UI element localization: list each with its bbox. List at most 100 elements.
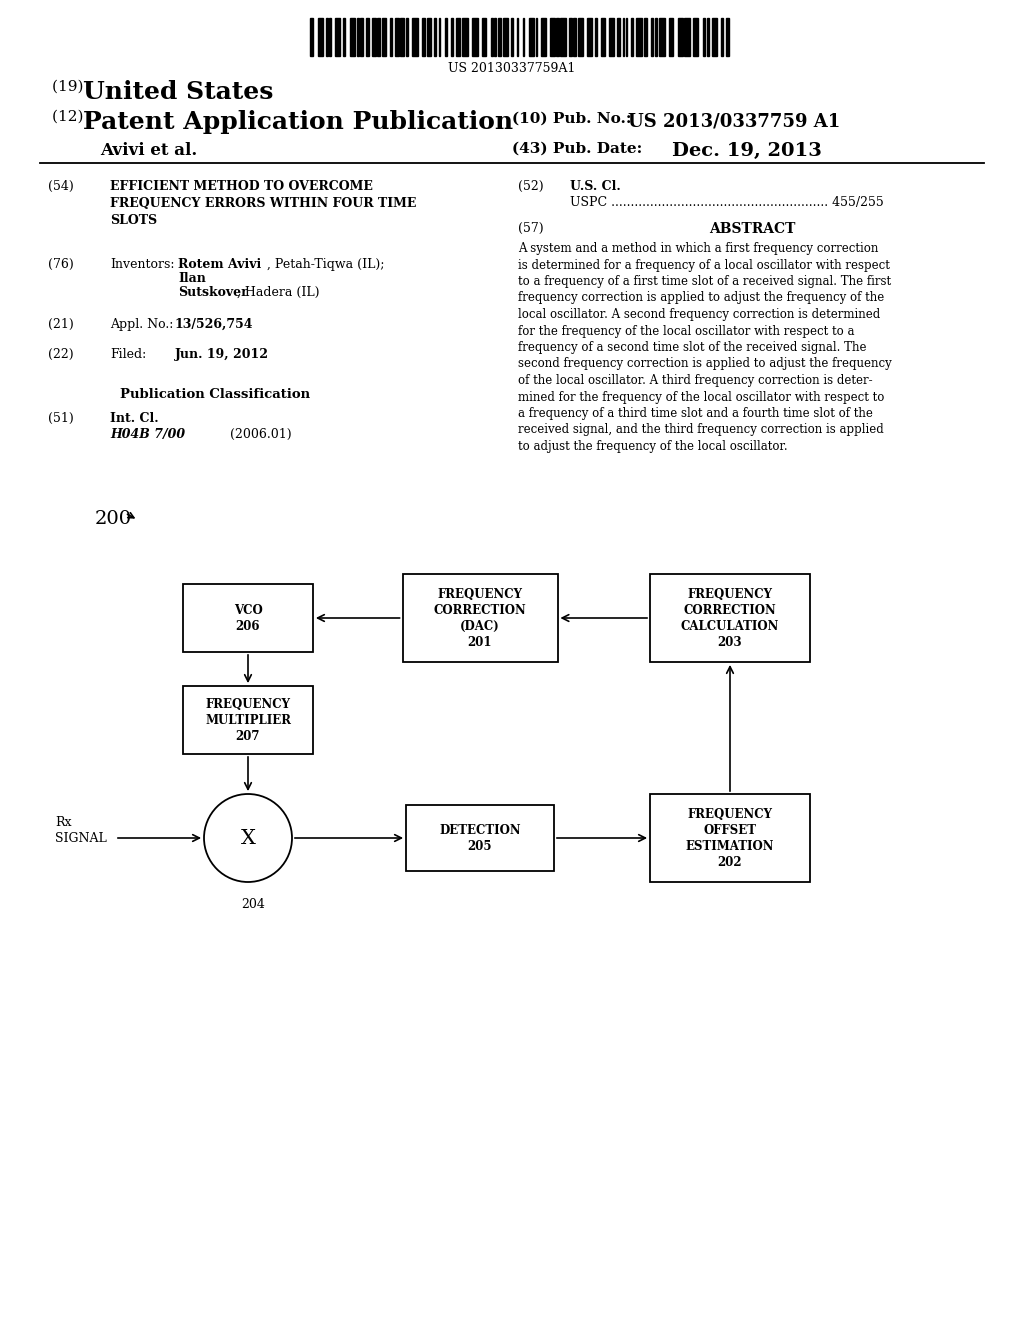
Bar bbox=[556, 18, 559, 55]
Bar bbox=[317, 18, 323, 55]
Bar bbox=[587, 18, 592, 55]
Text: FREQUENCY
CORRECTION
CALCULATION
203: FREQUENCY CORRECTION CALCULATION 203 bbox=[681, 587, 779, 648]
Text: (22): (22) bbox=[48, 348, 74, 360]
Bar bbox=[462, 18, 468, 55]
Text: US 20130337759A1: US 20130337759A1 bbox=[449, 62, 575, 75]
Text: Sutskover: Sutskover bbox=[178, 286, 248, 300]
Bar bbox=[600, 18, 605, 55]
Text: Avivi et al.: Avivi et al. bbox=[100, 143, 198, 158]
Text: 13/526,754: 13/526,754 bbox=[175, 318, 254, 331]
Bar bbox=[550, 18, 555, 55]
Text: U.S. Cl.: U.S. Cl. bbox=[570, 180, 621, 193]
Bar bbox=[330, 18, 331, 55]
Text: DETECTION
205: DETECTION 205 bbox=[439, 824, 521, 853]
Bar bbox=[438, 18, 440, 55]
Text: X: X bbox=[241, 829, 255, 847]
Bar bbox=[693, 18, 698, 55]
Bar bbox=[427, 18, 431, 55]
Text: Ilan: Ilan bbox=[178, 272, 206, 285]
Bar bbox=[377, 18, 380, 55]
Bar bbox=[536, 18, 538, 55]
Bar bbox=[356, 18, 358, 55]
Text: US 2013/0337759 A1: US 2013/0337759 A1 bbox=[628, 112, 841, 129]
Bar bbox=[490, 18, 493, 55]
Bar bbox=[616, 18, 621, 55]
Bar bbox=[626, 18, 627, 55]
Bar bbox=[336, 18, 340, 55]
Text: Jun. 19, 2012: Jun. 19, 2012 bbox=[175, 348, 269, 360]
Bar bbox=[678, 18, 683, 55]
Text: 200: 200 bbox=[95, 510, 132, 528]
Bar bbox=[650, 795, 810, 882]
Text: FREQUENCY
MULTIPLIER
207: FREQUENCY MULTIPLIER 207 bbox=[205, 697, 291, 742]
Bar bbox=[573, 18, 577, 55]
Bar bbox=[569, 18, 572, 55]
Text: Rx
SIGNAL: Rx SIGNAL bbox=[55, 816, 106, 845]
Bar bbox=[406, 805, 554, 871]
Text: Dec. 19, 2013: Dec. 19, 2013 bbox=[672, 143, 822, 160]
Text: (2006.01): (2006.01) bbox=[230, 428, 292, 441]
Text: (10) Pub. No.:: (10) Pub. No.: bbox=[512, 112, 632, 125]
Text: (43) Pub. Date:: (43) Pub. Date: bbox=[512, 143, 642, 156]
Bar bbox=[498, 18, 501, 55]
Bar bbox=[511, 18, 513, 55]
Bar bbox=[516, 18, 518, 55]
Bar bbox=[560, 18, 566, 55]
Bar bbox=[721, 18, 723, 55]
Text: Publication Classification: Publication Classification bbox=[120, 388, 310, 401]
Bar bbox=[349, 18, 354, 55]
Text: (54): (54) bbox=[48, 180, 74, 193]
Text: 204: 204 bbox=[241, 898, 265, 911]
Bar bbox=[372, 18, 376, 55]
Bar bbox=[644, 18, 647, 55]
Text: Inventors:: Inventors: bbox=[110, 257, 174, 271]
Bar bbox=[382, 18, 386, 55]
Bar bbox=[495, 18, 496, 55]
Text: (21): (21) bbox=[48, 318, 74, 331]
Bar bbox=[654, 18, 657, 55]
Bar bbox=[407, 18, 408, 55]
Bar bbox=[326, 18, 328, 55]
Bar bbox=[434, 18, 435, 55]
Circle shape bbox=[204, 795, 292, 882]
Text: Int. Cl.: Int. Cl. bbox=[110, 412, 159, 425]
Bar bbox=[390, 18, 392, 55]
Text: (51): (51) bbox=[48, 412, 74, 425]
Bar bbox=[423, 18, 425, 55]
Bar bbox=[707, 18, 709, 55]
Text: Appl. No.:: Appl. No.: bbox=[110, 318, 177, 331]
Text: (76): (76) bbox=[48, 257, 74, 271]
Bar bbox=[183, 686, 313, 754]
Bar bbox=[395, 18, 399, 55]
Text: (52): (52) bbox=[518, 180, 544, 193]
Bar bbox=[367, 18, 370, 55]
Bar bbox=[726, 18, 729, 55]
Bar bbox=[413, 18, 418, 55]
Text: Filed:: Filed: bbox=[110, 348, 146, 360]
Bar bbox=[482, 18, 486, 55]
Bar bbox=[444, 18, 447, 55]
Text: H04B 7/00: H04B 7/00 bbox=[110, 428, 185, 441]
Bar bbox=[402, 574, 557, 663]
Bar bbox=[529, 18, 535, 55]
Bar bbox=[400, 18, 404, 55]
Bar bbox=[651, 18, 653, 55]
Bar bbox=[702, 18, 706, 55]
Bar bbox=[650, 574, 810, 663]
Bar bbox=[360, 18, 364, 55]
Bar bbox=[451, 18, 454, 55]
Bar bbox=[658, 18, 665, 55]
Bar bbox=[472, 18, 477, 55]
Text: , Petah-Tiqwa (IL);: , Petah-Tiqwa (IL); bbox=[267, 257, 384, 271]
Bar bbox=[522, 18, 524, 55]
Text: FREQUENCY
OFFSET
ESTIMATION
202: FREQUENCY OFFSET ESTIMATION 202 bbox=[686, 808, 774, 869]
Text: FREQUENCY
CORRECTION
(DAC)
201: FREQUENCY CORRECTION (DAC) 201 bbox=[433, 587, 526, 648]
Bar bbox=[669, 18, 673, 55]
Bar bbox=[608, 18, 613, 55]
Text: Patent Application Publication: Patent Application Publication bbox=[83, 110, 513, 135]
Text: United States: United States bbox=[83, 81, 273, 104]
Text: , Hadera (IL): , Hadera (IL) bbox=[237, 286, 319, 300]
Bar bbox=[636, 18, 642, 55]
Bar bbox=[503, 18, 509, 55]
Text: (57): (57) bbox=[518, 222, 544, 235]
